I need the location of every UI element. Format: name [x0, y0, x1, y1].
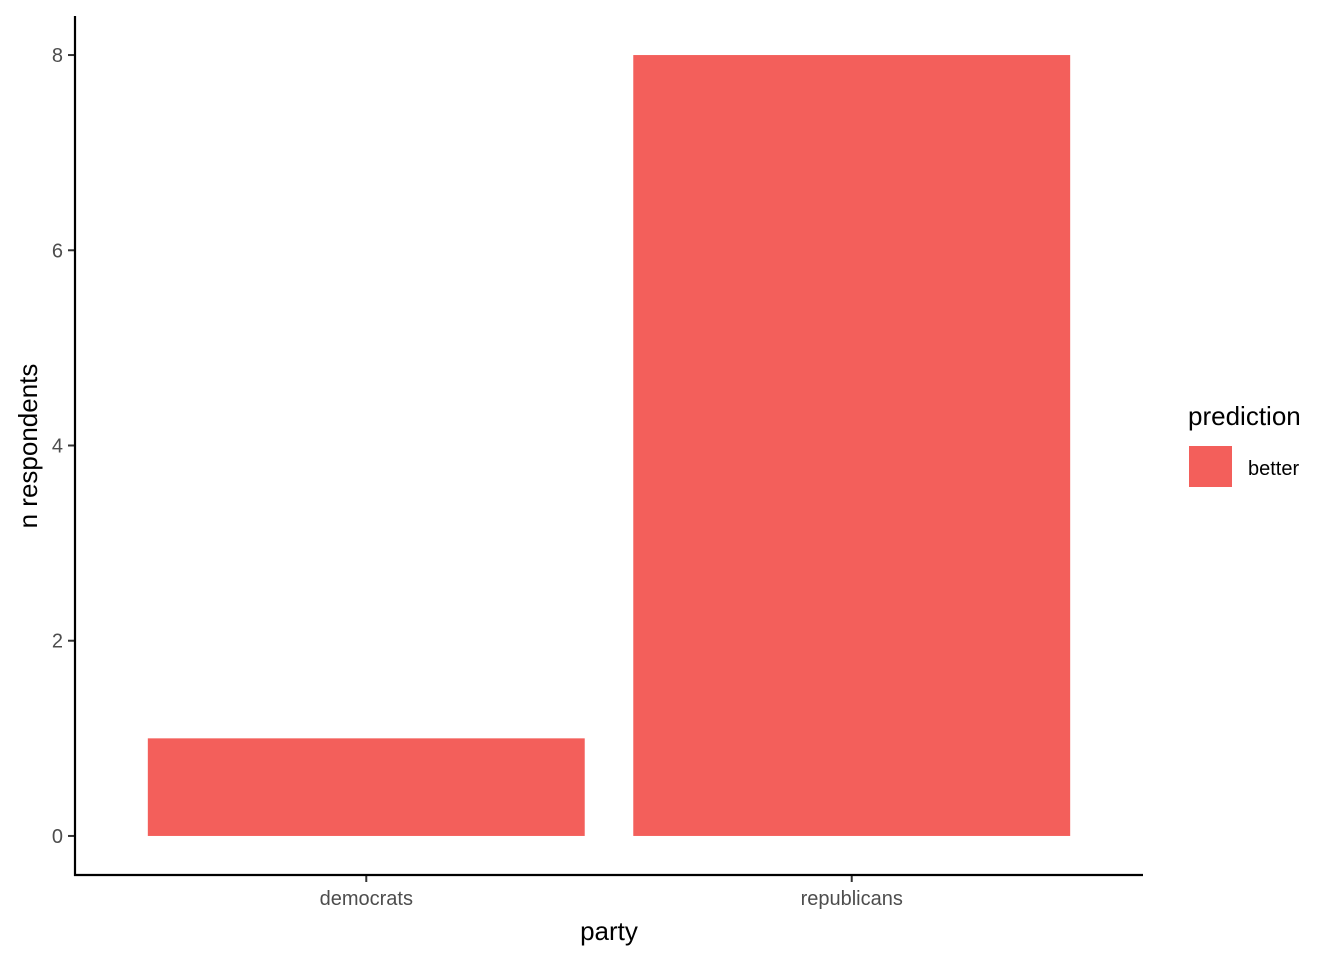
bars-group [147, 55, 1071, 836]
legend-key-better [1189, 446, 1232, 487]
bar-republicans-better [633, 55, 1071, 836]
legend-title: prediction [1188, 401, 1301, 431]
y-axis-ticks: 0 2 4 6 8 [52, 45, 75, 848]
y-tick-label: 4 [52, 436, 63, 458]
legend-label-better: better [1248, 458, 1299, 480]
x-axis-ticks: democrats republicans [320, 875, 903, 910]
y-tick-label: 2 [52, 631, 63, 653]
y-axis-title: n respondents [13, 364, 43, 529]
x-tick-label: republicans [801, 888, 903, 910]
legend: prediction better [1188, 401, 1301, 487]
y-tick-label: 0 [52, 826, 63, 848]
y-tick-label: 8 [52, 45, 63, 67]
x-tick-label: democrats [320, 888, 413, 910]
bar-democrats-better [147, 738, 585, 836]
x-axis-title: party [580, 916, 638, 946]
y-tick-label: 6 [52, 240, 63, 262]
